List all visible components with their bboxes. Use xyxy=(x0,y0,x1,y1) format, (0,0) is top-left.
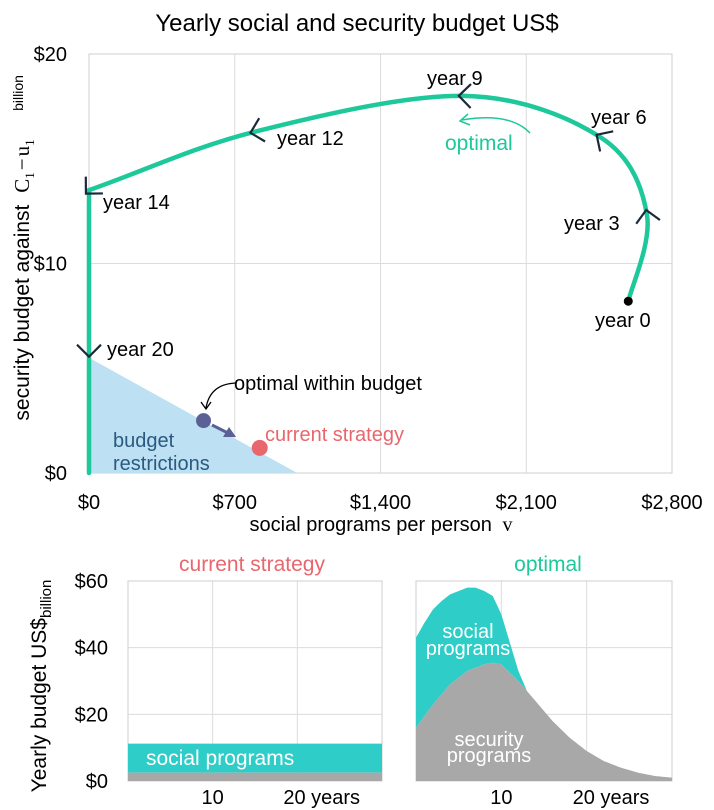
trajectory-arrows xyxy=(76,83,661,359)
main-title: Yearly social and security budget US$ xyxy=(155,10,558,37)
y-label-c: C xyxy=(10,179,34,193)
current-strategy-label: current strategy xyxy=(265,424,404,446)
current-social-programs-label: social programs xyxy=(146,747,294,770)
year-label-6: year 6 xyxy=(591,107,647,129)
trajectory-arrow-year-12 xyxy=(248,117,266,143)
svg-text:security budget against: security budget against C1−u1 xyxy=(10,139,37,420)
bottom-y-tick-3: $60 xyxy=(75,571,108,593)
optimal-annotation-arrow xyxy=(461,117,531,134)
x-label-text: social programs per person xyxy=(250,514,492,536)
optimal-security-label-1: security xyxy=(455,729,524,751)
x-label-symbol: v xyxy=(502,514,512,536)
main-y-tick-1: $10 xyxy=(34,254,67,276)
current-security-area xyxy=(128,772,382,781)
budget-restrictions-label-1: budget xyxy=(113,430,175,452)
y-label-u: u xyxy=(10,145,34,156)
optimal-within-budget-arrowhead xyxy=(200,401,212,411)
bottom-y-tick-labels: $0 $20 $40 $60 xyxy=(75,571,108,793)
main-x-axis-label: social programs per person v xyxy=(250,514,513,536)
optimal-trajectory xyxy=(86,93,650,476)
optimal-social-area xyxy=(416,587,672,778)
trajectory-arrow-year-14 xyxy=(84,176,103,195)
svg-text:Yearly budget US$billion: Yearly budget US$billion xyxy=(28,580,55,793)
main-tick-labels: $0 $700 $1,400 $2,100 $2,800 $0 $10 $20 xyxy=(34,44,703,514)
budget-region xyxy=(89,357,298,473)
current-x-tick-0: 10 xyxy=(202,787,224,809)
main-x-tick-2: $1,400 xyxy=(350,492,411,514)
year-label-3: year 3 xyxy=(564,213,620,235)
current-x-tick-1: 20 years xyxy=(283,787,360,809)
optimal-x-tick-0: 10 xyxy=(490,787,512,809)
y-label-minus: − xyxy=(10,158,34,170)
optimal-panel xyxy=(415,580,673,782)
optimal-annotation-arrowhead xyxy=(458,113,471,126)
y-label-text: security budget against xyxy=(11,204,34,420)
current-strategy-panel xyxy=(127,580,383,782)
optimal-social-label-2: programs xyxy=(426,638,510,660)
budget-restrictions-label-2: restrictions xyxy=(113,453,210,475)
y-label-c-sub: 1 xyxy=(22,172,37,179)
optimal-within-budget-arrow xyxy=(205,382,237,409)
bottom-y-tick-0: $0 xyxy=(86,771,108,793)
current-social-area xyxy=(128,743,382,773)
year-label-20: year 20 xyxy=(107,339,174,361)
main-x-tick-3: $2,100 xyxy=(496,492,557,514)
trajectory-arrow-year-6 xyxy=(595,130,614,152)
year-label-0: year 0 xyxy=(595,310,651,332)
bottom-y-tick-1: $20 xyxy=(75,704,108,726)
optimal-security-label-2: programs xyxy=(447,745,531,767)
main-y-tick-0: $0 xyxy=(45,463,67,485)
optimal-x-tick-1: 20 years xyxy=(573,787,650,809)
trajectory-arrow-year-20 xyxy=(76,343,102,359)
optimal-panel-title: optimal xyxy=(514,553,582,576)
current-strategy-point xyxy=(251,439,268,456)
y-label-u-sub: 1 xyxy=(22,139,37,146)
year-label-14: year 14 xyxy=(103,192,170,214)
bottom-y-label-text: Yearly budget US$ xyxy=(28,618,51,793)
improvement-arrow-line xyxy=(211,423,229,435)
optimal-within-budget-label: optimal within budget xyxy=(234,373,422,395)
bottom-y-axis-label: Yearly budget US$billion xyxy=(28,580,55,793)
current-panel-title: current strategy xyxy=(179,553,325,576)
main-x-tick-0: $0 xyxy=(78,492,100,514)
year-0-point xyxy=(623,296,633,306)
optimal-social-label-1: social xyxy=(442,621,493,643)
main-x-tick-1: $700 xyxy=(213,492,258,514)
year-label-12: year 12 xyxy=(277,128,344,150)
optimal-annotation-label: optimal xyxy=(445,132,513,155)
year-labels: year 0 year 3 year 6 year 9 year 12 year… xyxy=(103,68,651,361)
main-y-unit: billion xyxy=(10,75,26,111)
year-label-9: year 9 xyxy=(427,68,483,90)
main-y-axis-label: security budget against C1−u1 xyxy=(10,139,37,420)
improvement-arrowhead xyxy=(223,427,236,437)
trajectory-arrow-year-9 xyxy=(457,83,472,109)
main-y-tick-2: $20 xyxy=(34,44,67,66)
bottom-y-unit: billion xyxy=(38,580,55,618)
trajectory-arrow-year-3 xyxy=(635,208,661,225)
main-x-tick-4: $2,800 xyxy=(641,492,702,514)
bottom-y-tick-2: $40 xyxy=(75,638,108,660)
bottom-x-tick-labels: 10 20 years 10 20 years xyxy=(202,787,650,809)
optimal-within-budget-point xyxy=(196,413,212,429)
optimal-security-area xyxy=(416,662,672,781)
